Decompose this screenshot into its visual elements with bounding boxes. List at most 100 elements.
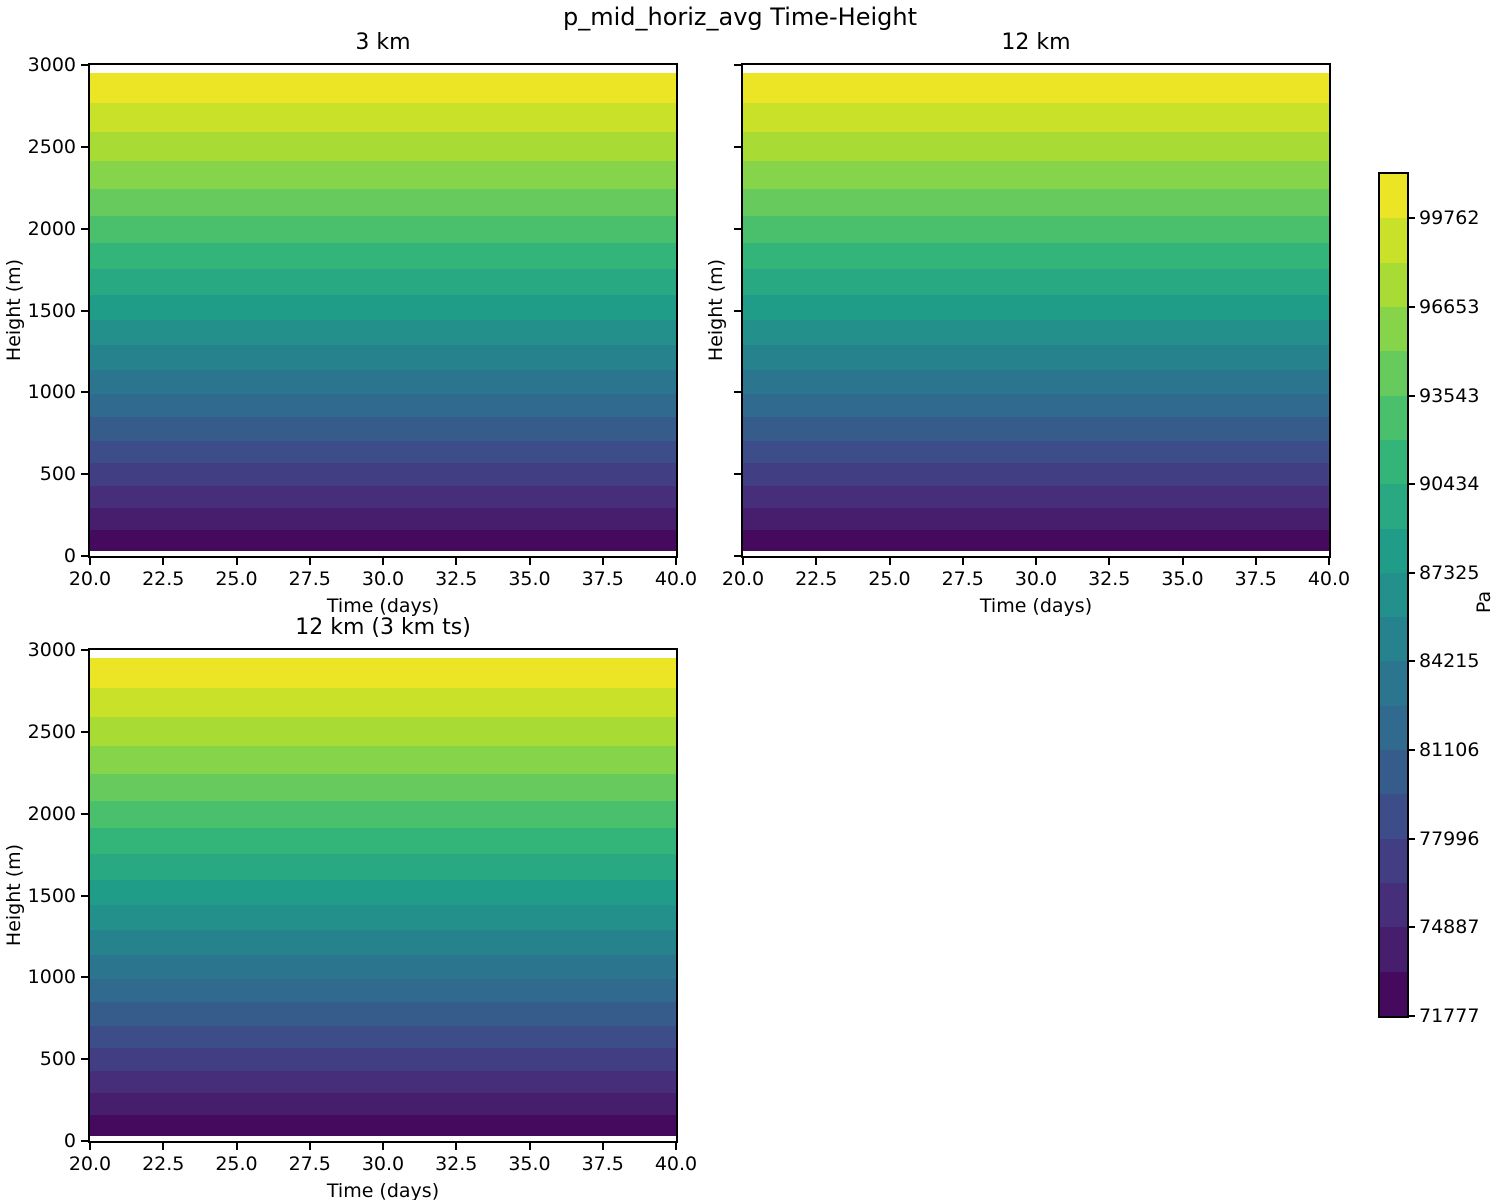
- y-tick-mark: [734, 64, 741, 66]
- contour-band: [90, 215, 676, 243]
- x-tick-label: 25.0: [215, 568, 258, 590]
- x-tick-label: 30.0: [361, 1153, 405, 1175]
- y-tick-mark: [81, 812, 88, 815]
- y-tick-mark: [734, 145, 741, 148]
- y-tick-label: 500: [39, 1048, 76, 1071]
- colorbar-segment: [1380, 661, 1407, 706]
- contour-band: [743, 463, 1329, 486]
- x-tick-label: 30.0: [1014, 568, 1058, 590]
- y-axis-label: Height (m): [3, 258, 25, 361]
- x-tick-label: 20.0: [68, 568, 112, 590]
- contour-band: [90, 827, 676, 855]
- x-tick-mark: [89, 1143, 91, 1150]
- x-tick-mark: [235, 558, 238, 565]
- x-tick-mark: [742, 558, 744, 565]
- contour-band: [743, 242, 1329, 270]
- x-tick-mark: [308, 1143, 311, 1150]
- contour-band: [90, 880, 676, 906]
- colorbar-segment: [1380, 572, 1407, 618]
- x-tick-label: 22.5: [142, 1153, 185, 1175]
- x-tick-label: 25.0: [215, 1153, 258, 1175]
- contour-band: [90, 1002, 676, 1026]
- y-tick-mark: [81, 1058, 88, 1061]
- y-tick-mark: [81, 145, 88, 148]
- y-tick-label: 500: [39, 463, 76, 486]
- contour-band: [90, 485, 676, 508]
- colorbar-segment: [1380, 838, 1407, 883]
- colorbar-segment: [1380, 617, 1407, 662]
- x-tick-mark: [888, 558, 891, 565]
- x-tick-mark: [89, 558, 91, 565]
- contour-band: [743, 73, 1329, 104]
- contour-band: [90, 529, 676, 552]
- x-tick-mark: [528, 1143, 531, 1150]
- y-tick-label: 3000: [27, 639, 76, 661]
- colorbar-tick-mark: [1409, 305, 1415, 308]
- x-tick-mark: [675, 558, 677, 565]
- contour-band: [743, 393, 1329, 418]
- contour-band: [743, 295, 1329, 321]
- y-tick-label: 1000: [27, 966, 76, 989]
- colorbar-unit-label: Pa: [1473, 590, 1495, 614]
- y-tick-mark: [81, 649, 88, 651]
- contour-band: [90, 132, 676, 161]
- y-tick-mark: [734, 391, 741, 394]
- contour-band: [90, 800, 676, 828]
- contour-band: [90, 393, 676, 418]
- x-tick-label: 37.5: [581, 568, 624, 590]
- x-tick-label: 20.0: [721, 568, 765, 590]
- contour-band: [90, 1070, 676, 1093]
- colorbar-tick-mark: [1409, 1015, 1415, 1017]
- y-tick-mark: [81, 976, 88, 979]
- colorbar-segment: [1380, 705, 1407, 751]
- x-tick-label: 35.0: [508, 1153, 551, 1175]
- x-tick-label: 20.0: [68, 1153, 112, 1175]
- contour-band: [743, 485, 1329, 508]
- subplot-title: 3 km: [355, 30, 411, 55]
- x-tick-label: 40.0: [654, 1153, 698, 1175]
- x-tick-label: 32.5: [435, 1153, 478, 1175]
- contour-band: [90, 773, 676, 801]
- x-tick-mark: [382, 1143, 384, 1150]
- colorbar-tick-label: 90434: [1419, 473, 1480, 496]
- colorbar-tick-label: 93543: [1419, 384, 1480, 407]
- colorbar-tick-label: 87325: [1419, 561, 1480, 584]
- x-tick-label: 25.0: [868, 568, 911, 590]
- x-tick-label: 27.5: [288, 1153, 331, 1175]
- x-tick-mark: [1035, 558, 1037, 565]
- x-tick-label: 30.0: [361, 568, 405, 590]
- contour-band: [90, 269, 676, 295]
- colorbar-segment: [1380, 528, 1407, 573]
- colorbar-tick-mark: [1409, 483, 1415, 486]
- colorbar-tick-mark: [1409, 660, 1415, 663]
- x-tick-label: 37.5: [581, 1153, 624, 1175]
- x-tick-mark: [455, 558, 458, 565]
- colorbar-tick-mark: [1409, 837, 1415, 840]
- contour-band: [90, 978, 676, 1003]
- contour-band: [90, 440, 676, 464]
- contour-band: [743, 440, 1329, 464]
- plot-area: [88, 648, 678, 1143]
- contour-band: [743, 345, 1329, 370]
- contour-band: [743, 529, 1329, 552]
- x-tick-mark: [675, 1143, 677, 1150]
- x-axis-label: Time (days): [326, 1180, 440, 1200]
- contour-band: [90, 188, 676, 216]
- colorbar-segment: [1380, 971, 1407, 1016]
- y-axis-label: Height (m): [705, 258, 727, 361]
- y-tick-label: 2000: [27, 217, 76, 240]
- colorbar-segment: [1380, 883, 1407, 928]
- colorbar-tick-label: 81106: [1419, 739, 1480, 762]
- x-tick-mark: [1108, 558, 1111, 565]
- x-tick-label: 32.5: [1088, 568, 1131, 590]
- plot-area: [741, 63, 1331, 558]
- contour-band: [90, 688, 676, 718]
- colorbar-tick-label: 71777: [1419, 1005, 1480, 1027]
- contour-band: [90, 417, 676, 441]
- colorbar-segment: [1380, 351, 1407, 396]
- subplot-title: 12 km: [1001, 30, 1071, 55]
- contour-band: [90, 717, 676, 746]
- colorbar-tick-mark: [1409, 926, 1415, 929]
- x-tick-mark: [1328, 558, 1330, 565]
